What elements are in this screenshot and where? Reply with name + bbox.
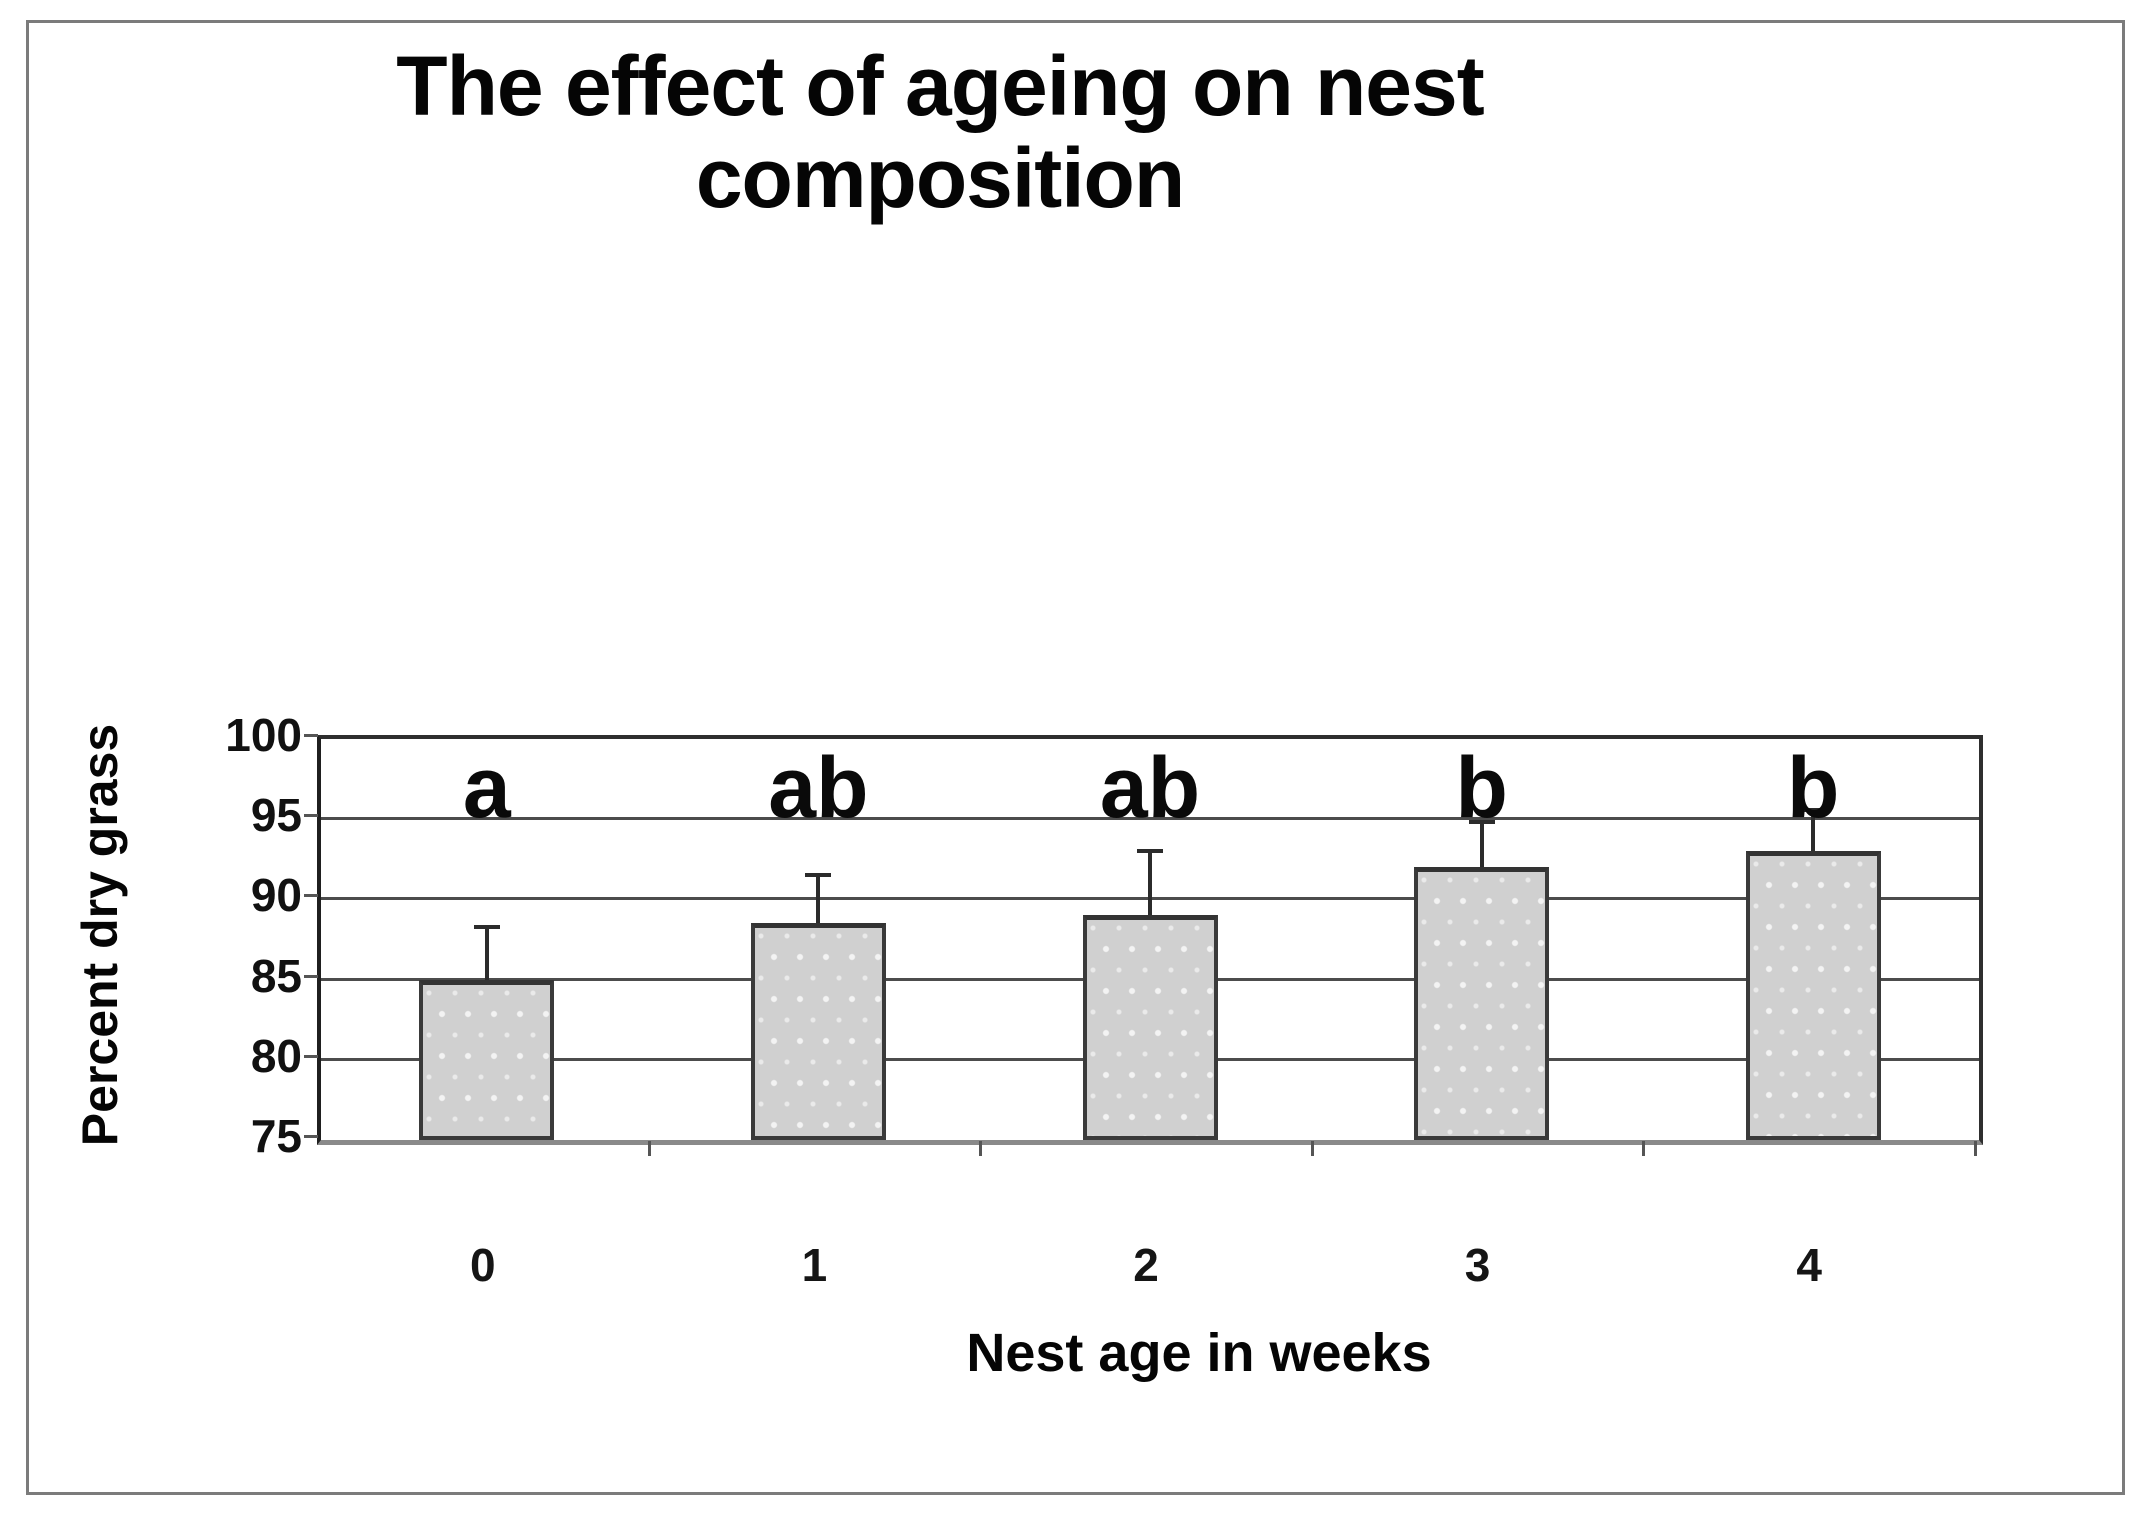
- error-bar: [484, 926, 489, 980]
- significance-letter: ab: [1099, 740, 1201, 836]
- x-tick-label: 0: [470, 1239, 496, 1291]
- y-tick-mark: [304, 894, 318, 898]
- x-tick-mark: [1974, 1141, 1977, 1156]
- error-bar-cap: [1800, 807, 1827, 812]
- error-bar: [816, 875, 821, 924]
- bar-week-1: [750, 923, 886, 1140]
- y-tick-label: 75: [250, 1110, 302, 1162]
- y-tick-mark: [304, 1054, 318, 1058]
- y-tick-mark: [304, 814, 318, 818]
- y-axis-title: Percent dry grass: [72, 723, 128, 1147]
- x-axis-title: Nest age in weeks: [966, 1323, 1432, 1383]
- bar-week-3: [1414, 867, 1550, 1140]
- error-bar-cap: [1137, 849, 1163, 854]
- y-tick-label: 100: [225, 709, 302, 761]
- x-tick-mark: [1642, 1141, 1646, 1156]
- chart-title: The effect of ageing on nest composition: [396, 39, 1484, 226]
- significance-letter: b: [1786, 740, 1840, 836]
- significance-letter: b: [1455, 740, 1508, 836]
- x-tick-label: 3: [1464, 1239, 1491, 1291]
- y-tick-mark: [304, 734, 318, 737]
- x-tick-label: 4: [1796, 1239, 1822, 1291]
- x-tick-label: 2: [1133, 1239, 1159, 1291]
- significance-letter: ab: [768, 740, 869, 836]
- gridline-95: [321, 817, 1979, 821]
- bar-week-4: [1745, 851, 1881, 1140]
- y-tick-label: 80: [250, 1029, 302, 1082]
- x-tick-mark: [979, 1141, 983, 1156]
- bar-week-2: [1082, 915, 1218, 1140]
- y-tick-mark: [304, 974, 318, 978]
- x-tick-mark: [647, 1141, 651, 1156]
- bar-week-0: [419, 979, 555, 1140]
- x-tick-label: 1: [801, 1239, 828, 1291]
- figure-border: [26, 20, 2125, 1495]
- significance-letter: a: [462, 740, 511, 836]
- error-bar-cap: [805, 873, 832, 878]
- y-tick-mark: [304, 1135, 318, 1138]
- error-bar-cap: [473, 924, 500, 929]
- y-tick-label: 85: [250, 949, 302, 1002]
- y-tick-label: 90: [250, 869, 302, 922]
- x-tick-mark: [1310, 1141, 1314, 1156]
- y-tick-label: 95: [250, 789, 302, 842]
- error-bar: [1811, 809, 1816, 852]
- error-bar: [1148, 851, 1152, 916]
- error-bar: [1479, 822, 1484, 868]
- plot-area: a ab ab b b: [317, 735, 1983, 1145]
- error-bar-cap: [1468, 820, 1495, 825]
